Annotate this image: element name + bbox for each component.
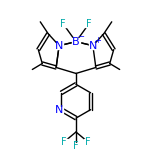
Text: N: N (55, 105, 64, 115)
Text: +: + (94, 36, 101, 45)
Text: B: B (72, 37, 80, 47)
Bar (72, 38, 80, 45)
Text: F: F (85, 137, 91, 147)
Text: N: N (89, 41, 97, 51)
Text: −: − (78, 32, 85, 41)
Bar (73, 143, 79, 149)
Text: F: F (60, 19, 66, 29)
Bar (56, 43, 63, 49)
Text: F: F (61, 137, 67, 147)
Text: F: F (73, 141, 79, 151)
Text: F: F (86, 19, 92, 29)
Bar (61, 139, 68, 145)
Bar (89, 43, 96, 49)
Bar (85, 21, 92, 27)
Bar (84, 139, 91, 145)
Bar (55, 107, 63, 113)
Bar (60, 21, 67, 27)
Text: N: N (55, 41, 63, 51)
